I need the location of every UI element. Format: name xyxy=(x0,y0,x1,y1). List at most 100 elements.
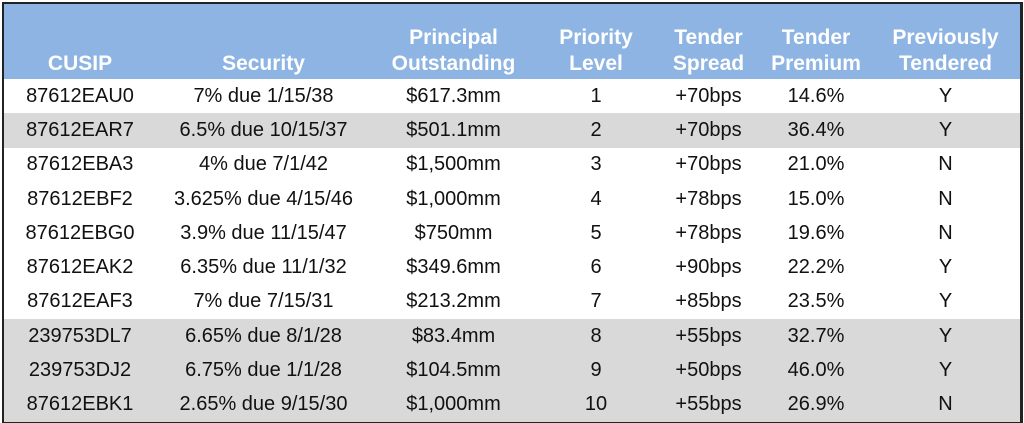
cell-tender-spread: +90bps xyxy=(675,256,742,279)
cell-tender-spread: +85bps xyxy=(675,290,742,313)
cell-priority-level: 1 xyxy=(590,84,602,107)
cell-tender-premium: 15.0% xyxy=(787,187,845,210)
cell-cusip: 239753DJ2 xyxy=(4,353,156,388)
cell-security: 6.75% due 1/1/28 xyxy=(156,353,371,388)
header-line2: Premium xyxy=(771,52,861,75)
header-line2: Tendered xyxy=(899,52,992,75)
cell-tender-premium: 46.0% xyxy=(761,353,871,388)
cell-tender-spread: +55bps xyxy=(656,387,761,422)
cell-priority-level: 2 xyxy=(536,113,656,148)
cell-previously-tendered: Y xyxy=(871,113,1020,148)
cell-security: 4% due 7/1/42 xyxy=(199,153,328,176)
cell-principal-outstanding: $1,000mm xyxy=(406,187,501,210)
cell-previously-tendered: N xyxy=(938,187,953,210)
cell-priority-level: 10 xyxy=(536,387,656,422)
cell-tender-premium: 32.7% xyxy=(761,319,871,354)
cell-previously-tendered: Y xyxy=(938,84,953,107)
cell-tender-spread: +70bps xyxy=(675,84,742,107)
cell-principal-outstanding: $213.2mm xyxy=(406,290,501,313)
cell-cusip: 87612EBG0 xyxy=(25,221,135,244)
table-row: 87612EAK2 6.35% due 11/1/32 $349.6mm 6 +90bp… xyxy=(4,250,1020,284)
cell-tender-premium: 26.9% xyxy=(761,387,871,422)
cell-cusip: 239753DL7 xyxy=(4,319,156,354)
column-header-priority-level: Priority Level xyxy=(536,4,656,79)
cell-principal-outstanding: $104.5mm xyxy=(371,353,536,388)
cell-security: 3.9% due 11/15/47 xyxy=(180,221,347,244)
header-line1 xyxy=(4,25,156,51)
cell-tender-spread: +70bps xyxy=(675,153,742,176)
cell-previously-tendered: N xyxy=(938,153,953,176)
cell-cusip: 87612EAK2 xyxy=(26,256,134,279)
cell-previously-tendered: Y xyxy=(871,353,1020,388)
cell-priority-level: 4 xyxy=(590,187,602,210)
tender-offer-table: CUSIP Security Principal Outstanding Priori… xyxy=(4,4,1020,422)
table-row: 87612EBG0 3.9% due 11/15/47 $750mm 5 +78bps 1… xyxy=(4,216,1020,250)
header-line2: Security xyxy=(222,52,305,75)
cell-security: 6.5% due 10/15/37 xyxy=(156,113,371,148)
cell-priority-level: 9 xyxy=(536,353,656,388)
table-row: 87612EBF2 3.625% due 4/15/46 $1,000mm 4 +78b… xyxy=(4,182,1020,216)
table-row: 87612EAU0 7% due 1/15/38 $617.3mm 1 +70bps 14… xyxy=(4,79,1020,113)
header-line1: Tender xyxy=(781,26,851,49)
cell-previously-tendered: Y xyxy=(871,319,1020,354)
cell-security: 6.35% due 11/1/32 xyxy=(180,256,347,279)
header-line1 xyxy=(156,25,371,51)
column-header-tender-premium: Tender Premium xyxy=(761,4,871,79)
cell-priority-level: 6 xyxy=(590,256,602,279)
column-header-tender-spread: Tender Spread xyxy=(656,4,761,79)
header-line2: Level xyxy=(569,52,623,75)
table-row: 239753DL7 6.65% due 8/1/28 $83.4mm 8 +55bps 3… xyxy=(4,319,1020,354)
cell-previously-tendered: Y xyxy=(938,290,953,313)
cell-priority-level: 7 xyxy=(590,290,602,313)
cell-cusip: 87612EBA3 xyxy=(26,153,134,176)
cell-tender-premium: 19.6% xyxy=(787,221,845,244)
table-row: 87612EBK1 2.65% due 9/15/30 $1,000mm 10 +55b… xyxy=(4,387,1020,422)
cell-security: 7% due 1/15/38 xyxy=(193,84,334,107)
cell-security: 7% due 7/15/31 xyxy=(193,290,334,313)
cell-principal-outstanding: $1,000mm xyxy=(371,387,536,422)
cell-tender-spread: +50bps xyxy=(656,353,761,388)
cell-security: 6.65% due 8/1/28 xyxy=(156,319,371,354)
column-header-previously-tendered: Previously Tendered xyxy=(871,4,1020,79)
cell-tender-spread: +78bps xyxy=(675,187,742,210)
column-header-cusip: CUSIP xyxy=(4,4,156,79)
header-line1: Tender xyxy=(674,26,743,49)
cell-principal-outstanding: $617.3mm xyxy=(406,84,501,107)
header-row: CUSIP Security Principal Outstanding Priori… xyxy=(4,4,1020,79)
table-row: 87612EAR7 6.5% due 10/15/37 $501.1mm 2 +70bp… xyxy=(4,113,1020,148)
cell-principal-outstanding: $501.1mm xyxy=(371,113,536,148)
cell-tender-spread: +70bps xyxy=(656,113,761,148)
header-line1: Principal xyxy=(409,26,498,49)
cell-priority-level: 5 xyxy=(590,221,602,244)
cell-cusip: 87612EAR7 xyxy=(4,113,156,148)
cell-previously-tendered: N xyxy=(938,221,953,244)
cell-cusip: 87612EBF2 xyxy=(27,187,133,210)
cell-principal-outstanding: $83.4mm xyxy=(371,319,536,354)
column-header-principal-outstanding: Principal Outstanding xyxy=(371,4,536,79)
cell-cusip: 87612EAF3 xyxy=(27,290,133,313)
cell-previously-tendered: Y xyxy=(938,256,953,279)
table-row: 87612EAF3 7% due 7/15/31 $213.2mm 7 +85bps 23… xyxy=(4,285,1020,319)
table-row: 239753DJ2 6.75% due 1/1/28 $104.5mm 9 +50bps… xyxy=(4,353,1020,388)
cell-tender-premium: 14.6% xyxy=(787,84,845,107)
table-row: 87612EBA3 4% due 7/1/42 $1,500mm 3 +70bps 21.… xyxy=(4,148,1020,182)
column-header-security: Security xyxy=(156,4,371,79)
cell-principal-outstanding: $750mm xyxy=(414,221,493,244)
header-line1: Previously xyxy=(892,26,999,49)
header-line1: Priority xyxy=(559,26,633,49)
cell-principal-outstanding: $349.6mm xyxy=(406,256,501,279)
cell-previously-tendered: N xyxy=(871,387,1020,422)
header-line2: Spread xyxy=(672,52,745,75)
cell-tender-spread: +78bps xyxy=(675,221,742,244)
header-line2: CUSIP xyxy=(47,52,113,75)
header-line2: Outstanding xyxy=(391,52,516,75)
cell-priority-level: 3 xyxy=(590,153,602,176)
cell-tender-spread: +55bps xyxy=(656,319,761,354)
cell-tender-premium: 23.5% xyxy=(787,290,845,313)
cell-priority-level: 8 xyxy=(536,319,656,354)
cell-principal-outstanding: $1,500mm xyxy=(406,153,501,176)
cell-tender-premium: 22.2% xyxy=(787,256,845,279)
cell-tender-premium: 21.0% xyxy=(787,153,845,176)
cell-security: 3.625% due 4/15/46 xyxy=(173,187,354,210)
